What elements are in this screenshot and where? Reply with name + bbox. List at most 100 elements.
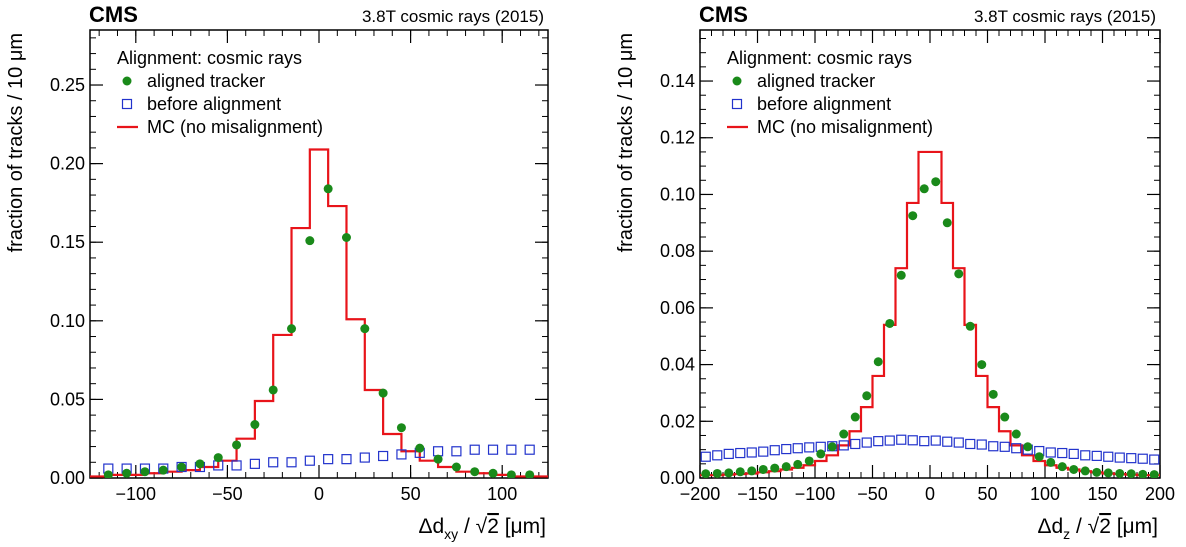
aligned-tracker-point <box>977 360 987 370</box>
aligned-tracker-point <box>378 388 388 398</box>
x-tick-label: 200 <box>1145 484 1175 504</box>
before-alignment-point <box>758 446 769 457</box>
legend-title: Alignment: cosmic rays <box>117 48 302 68</box>
aligned-tracker-point <box>1069 464 1079 474</box>
aligned-tracker-point <box>942 218 952 228</box>
before-alignment-point <box>919 436 930 447</box>
y-tick-label: 0.02 <box>660 411 695 431</box>
before-alignment-point <box>432 446 444 457</box>
before-alignment-point <box>1045 447 1056 458</box>
mc-step-line <box>700 150 1160 477</box>
before-alignment-point <box>1057 447 1068 459</box>
before-alignment-point <box>873 436 884 447</box>
x-axis-label-part: [μm] <box>499 515 546 538</box>
before-alignment-point <box>1011 443 1022 454</box>
aligned-tracker-point <box>770 463 780 473</box>
aligned-tracker-point <box>122 468 132 478</box>
before-alignment-point <box>1149 454 1160 465</box>
y-tick-label: 0.12 <box>660 128 695 148</box>
before-alignment-point <box>746 447 757 458</box>
y-tick-label: 0.06 <box>660 298 695 318</box>
aligned-tracker-point <box>103 470 113 478</box>
aligned-tracker-point <box>1149 470 1159 478</box>
x-axis-label: Δdz / √2 [μm] <box>1037 515 1158 542</box>
chart-panel-1: −100 −50 0 50 100 0.00 0.05 0.10 0.15 0.20 0.25 CMS… <box>5 2 549 542</box>
aligned-tracker-point <box>919 184 929 194</box>
aligned-tracker-point <box>287 324 297 334</box>
aligned-tracker-point <box>488 468 498 478</box>
aligned-tracker-point <box>908 211 918 221</box>
aligned-tracker-point <box>1057 462 1067 472</box>
x-tick-label: 50 <box>401 484 421 504</box>
before-alignment-point <box>359 452 370 463</box>
cms-label: CMS <box>699 2 748 27</box>
before-alignment-point <box>469 444 480 455</box>
aligned-tracker-point <box>1011 429 1021 439</box>
x-tick-label: 0 <box>925 484 935 504</box>
x-axis-label-part: xy <box>444 526 458 542</box>
before-alignment-point <box>850 438 861 450</box>
before-alignment-point <box>1137 453 1148 464</box>
aligned-tracker-point <box>885 318 895 328</box>
x-axis-label-part: Δd <box>418 515 444 538</box>
before-alignment-point <box>487 444 499 455</box>
x-tick-label: −50 <box>857 484 888 504</box>
legend-entry: before alignment <box>757 94 891 114</box>
aligned-tracker-point <box>1126 469 1136 478</box>
y-tick-label: 0.00 <box>660 468 695 488</box>
before-alignment-point <box>884 435 895 446</box>
y-tick-label: 0.14 <box>660 71 695 91</box>
aligned-tracker-point <box>873 357 883 367</box>
before-alignment-point <box>506 444 517 455</box>
aligned-tracker-point <box>747 466 757 476</box>
aligned-tracker-point <box>816 449 826 459</box>
x-axis-label-part: / <box>1070 515 1088 538</box>
aligned-tracker-point <box>1080 466 1090 476</box>
before-alignment-point <box>965 438 976 450</box>
aligned-tracker-point <box>804 456 814 466</box>
aligned-tracker-point <box>1046 457 1056 467</box>
aligned-tracker-point <box>735 467 745 477</box>
x-tick-label: 100 <box>1030 484 1060 504</box>
aligned-tracker-point <box>268 385 278 395</box>
aligned-tracker-point <box>433 454 443 464</box>
before-alignment-point <box>304 455 315 466</box>
before-alignment-point <box>1068 448 1079 459</box>
before-alignment-point <box>249 458 260 469</box>
y-tick-label: 0.04 <box>660 355 695 375</box>
before-alignment-point <box>286 457 297 468</box>
aligned-tracker-point <box>140 467 150 477</box>
x-axis-label-part: [μm] <box>1111 515 1158 538</box>
aligned-tracker-point <box>451 462 461 472</box>
before-alignment-point <box>942 436 953 447</box>
y-tick-label: 0.20 <box>50 154 85 174</box>
aligned-tracker-point <box>827 442 837 452</box>
aligned-tracker-point <box>954 269 964 279</box>
aligned-tracker-point <box>506 470 516 478</box>
y-tick-label: 0.10 <box>660 184 695 204</box>
aligned-tracker-point <box>1138 469 1148 478</box>
aligned-tracker-point <box>1115 468 1125 478</box>
x-axis-label-part: √ <box>476 515 488 538</box>
aligned-tracker-point <box>1000 412 1010 422</box>
before-alignment-point <box>712 450 723 461</box>
aligned-tracker-point <box>415 443 425 453</box>
legend-entry: before alignment <box>147 94 281 114</box>
before-alignment-point <box>999 441 1010 452</box>
aligned-tracker-point <box>862 391 872 401</box>
x-tick-label: −150 <box>737 484 778 504</box>
before-alignment-point <box>1103 451 1114 462</box>
y-axis-label: fraction of tracks / 10 μm <box>5 33 27 252</box>
legend-entry: aligned tracker <box>757 71 875 91</box>
legend-entry: aligned tracker <box>147 71 265 91</box>
before-alignment-point <box>781 443 792 455</box>
cms-label: CMS <box>89 2 138 27</box>
legend-marker-before <box>121 98 133 110</box>
before-alignment-point <box>268 457 279 468</box>
before-alignment-point <box>231 460 242 471</box>
aligned-tracker-point <box>250 420 260 430</box>
y-tick-label: 0.05 <box>50 389 85 409</box>
x-axis-label-part: √ <box>1088 515 1100 538</box>
y-axis-label: fraction of tracks / 10 μm <box>615 33 637 252</box>
